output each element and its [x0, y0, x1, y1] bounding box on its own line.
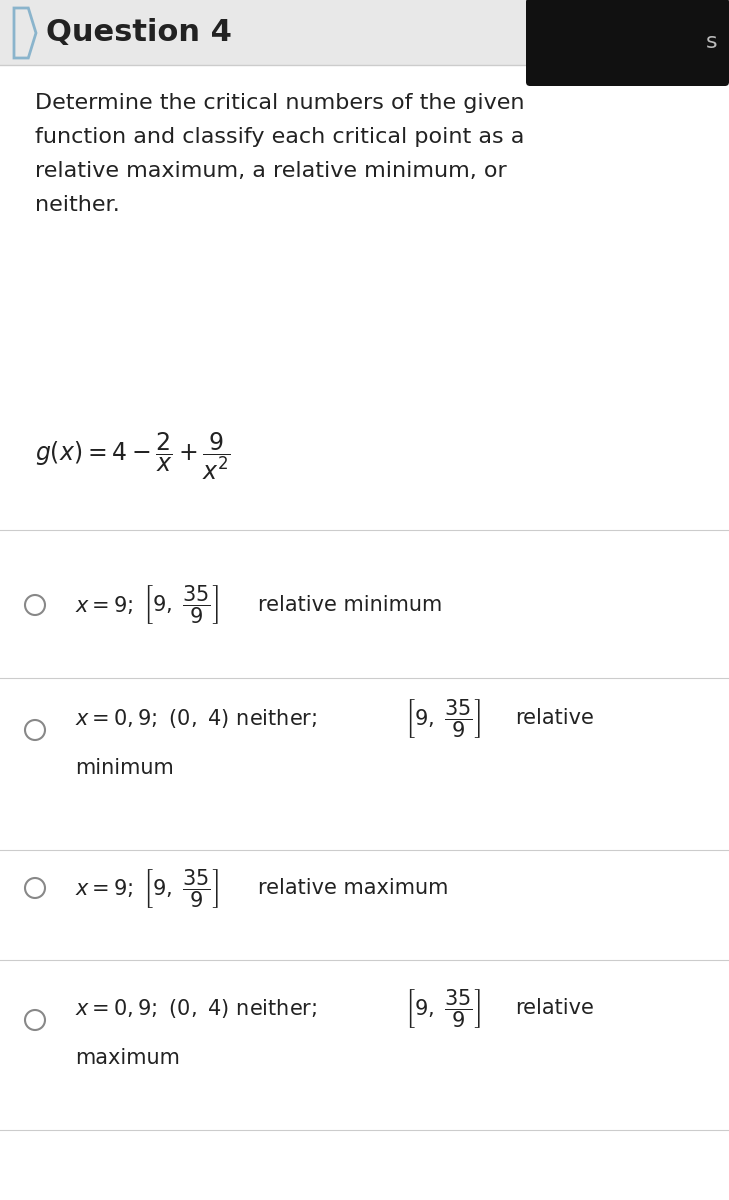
Text: $x = 9;$: $x = 9;$	[75, 594, 133, 616]
Text: $\left\lbrack 9,\;\dfrac{35}{9}\right\rbrack$: $\left\lbrack 9,\;\dfrac{35}{9}\right\rb…	[143, 583, 219, 626]
Text: s: s	[706, 32, 718, 52]
FancyBboxPatch shape	[0, 0, 729, 65]
Text: neither.: neither.	[35, 194, 120, 215]
Text: maximum: maximum	[75, 1048, 180, 1068]
Text: $x = 0, 9;\ (0,\ 4)\ \mathrm{neither;}$: $x = 0, 9;\ (0,\ 4)\ \mathrm{neither;}$	[75, 996, 317, 1020]
Text: $\left\lbrack 9,\;\dfrac{35}{9}\right\rbrack$: $\left\lbrack 9,\;\dfrac{35}{9}\right\rb…	[143, 866, 219, 910]
Text: $\left\lbrack 9,\;\dfrac{35}{9}\right\rbrack$: $\left\lbrack 9,\;\dfrac{35}{9}\right\rb…	[405, 986, 480, 1030]
Text: $x = 9;$: $x = 9;$	[75, 877, 133, 899]
Text: relative: relative	[515, 998, 594, 1018]
Text: $\left\lbrack 9,\;\dfrac{35}{9}\right\rbrack$: $\left\lbrack 9,\;\dfrac{35}{9}\right\rb…	[405, 696, 480, 739]
Text: $g(x) = 4 - \dfrac{2}{x} + \dfrac{9}{x^2}$: $g(x) = 4 - \dfrac{2}{x} + \dfrac{9}{x^2…	[35, 430, 231, 481]
Text: minimum: minimum	[75, 758, 174, 778]
Text: relative maximum, a relative minimum, or: relative maximum, a relative minimum, or	[35, 161, 507, 181]
Text: relative maximum: relative maximum	[258, 878, 448, 898]
Text: Question 4: Question 4	[46, 18, 232, 47]
Text: $x = 0, 9;\ (0,\ 4)\ \mathrm{neither;}$: $x = 0, 9;\ (0,\ 4)\ \mathrm{neither;}$	[75, 707, 317, 730]
Text: function and classify each critical point as a: function and classify each critical poin…	[35, 127, 524, 146]
Text: relative: relative	[515, 708, 594, 728]
FancyBboxPatch shape	[526, 0, 729, 86]
Text: Determine the critical numbers of the given: Determine the critical numbers of the gi…	[35, 92, 524, 113]
Text: relative minimum: relative minimum	[258, 595, 443, 614]
